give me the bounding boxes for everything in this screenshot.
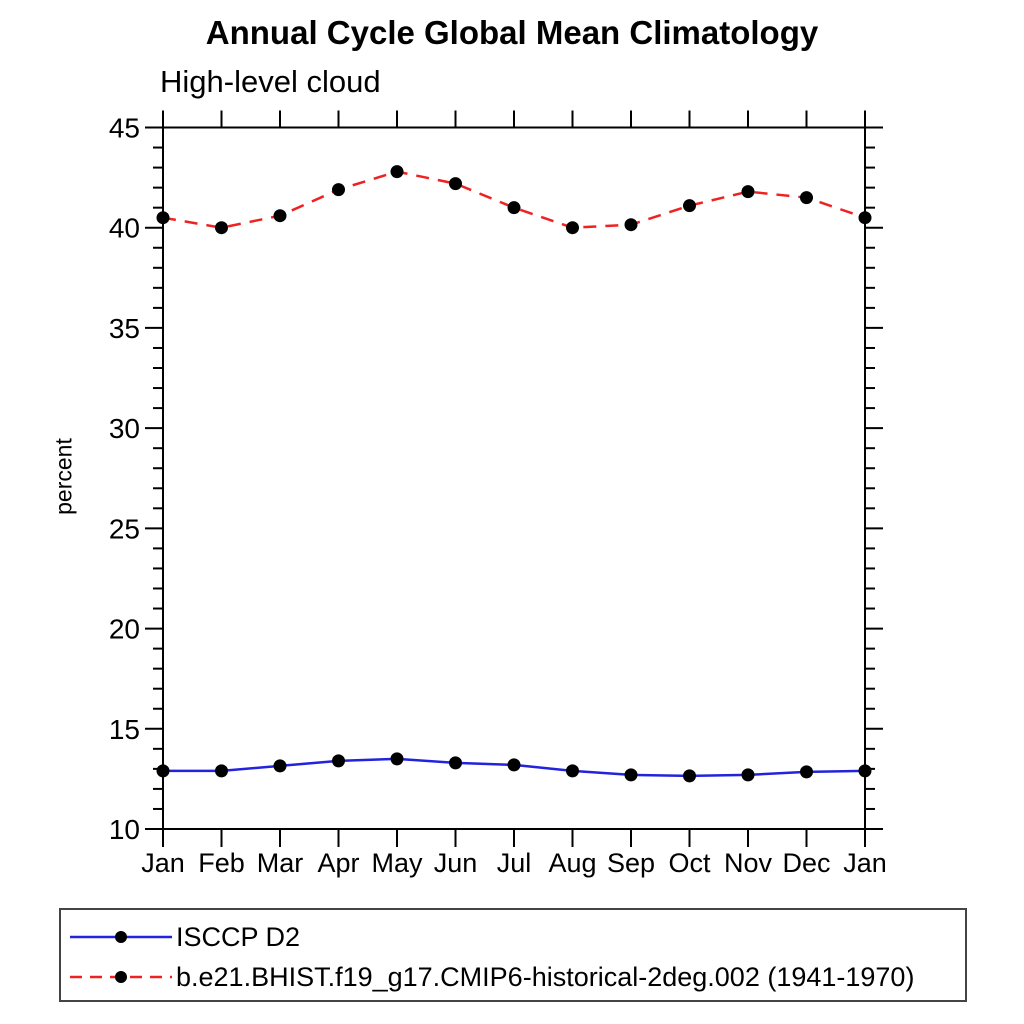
x-tick-label: Dec <box>782 848 830 878</box>
data-point-marker <box>800 191 813 205</box>
data-point-marker <box>624 768 638 782</box>
x-tick-label: Mar <box>257 848 304 878</box>
data-point-marker <box>449 756 462 770</box>
data-point-marker <box>449 177 462 191</box>
legend-item-model-run: b.e21.BHIST.f19_g17.CMIP6-historical-2de… <box>68 957 965 997</box>
y-tick-label: 35 <box>109 313 140 344</box>
data-point-marker <box>858 764 872 778</box>
y-tick-label: 45 <box>109 113 140 144</box>
data-point-marker <box>566 764 579 778</box>
y-tick-label: 15 <box>109 714 140 745</box>
chart-title: Annual Cycle Global Mean Climatology <box>205 14 819 51</box>
data-point-marker <box>332 754 345 768</box>
x-tick-label: Jan <box>843 848 887 878</box>
data-point-marker <box>800 765 813 779</box>
legend-label: ISCCP D2 <box>176 921 301 952</box>
series-line <box>162 170 866 229</box>
data-point-marker <box>624 218 638 232</box>
data-point-marker <box>683 769 696 783</box>
data-point-marker <box>156 764 170 778</box>
x-tick-label: Oct <box>668 848 711 878</box>
legend-item-isccp-d2: ISCCP D2 <box>68 917 965 957</box>
x-tick-label: Jul <box>497 848 532 878</box>
legend-key-dashed-line <box>70 971 172 983</box>
data-point-marker <box>215 221 228 235</box>
plot-frame <box>162 126 866 830</box>
y-tick-label: 20 <box>109 614 140 645</box>
x-tick-label: Jan <box>141 848 185 878</box>
data-point-marker <box>683 199 696 213</box>
data-point-marker <box>741 185 755 199</box>
legend-key-solid-line <box>70 931 172 943</box>
data-point-marker <box>273 759 287 773</box>
y-tick-label: 30 <box>109 413 140 444</box>
legend-label: b.e21.BHIST.f19_g17.CMIP6-historical-2de… <box>176 961 915 992</box>
x-tick-label: Nov <box>724 848 773 878</box>
x-tick-label: Aug <box>548 848 596 878</box>
data-point-marker <box>390 165 404 179</box>
legend-box: ISCCP D2 b.e21.BHIST.f19_g17.CMIP6-histo… <box>59 908 967 1002</box>
data-point-marker <box>507 201 521 215</box>
data-point-marker <box>273 209 287 223</box>
data-point-marker <box>332 183 345 197</box>
data-point-marker <box>390 752 404 766</box>
data-point-marker <box>156 211 170 225</box>
y-tick-label: 10 <box>109 814 140 845</box>
legend-sample-marker-icon <box>115 931 127 943</box>
x-tick-label: Jun <box>434 848 478 878</box>
data-point-marker <box>741 768 755 782</box>
x-tick-label: Sep <box>607 848 655 878</box>
y-tick-label: 25 <box>109 513 140 544</box>
data-point-marker <box>858 211 872 225</box>
data-point-marker <box>507 758 521 772</box>
legend-sample-marker-icon <box>115 971 127 983</box>
x-tick-label: Apr <box>317 848 359 878</box>
chart-subtitle: High-level cloud <box>160 64 381 99</box>
x-tick-label: May <box>371 848 423 878</box>
x-tick-label: Feb <box>198 848 245 878</box>
data-point-marker <box>215 764 228 778</box>
data-point-marker <box>566 221 579 235</box>
y-tick-label: 40 <box>109 213 140 244</box>
